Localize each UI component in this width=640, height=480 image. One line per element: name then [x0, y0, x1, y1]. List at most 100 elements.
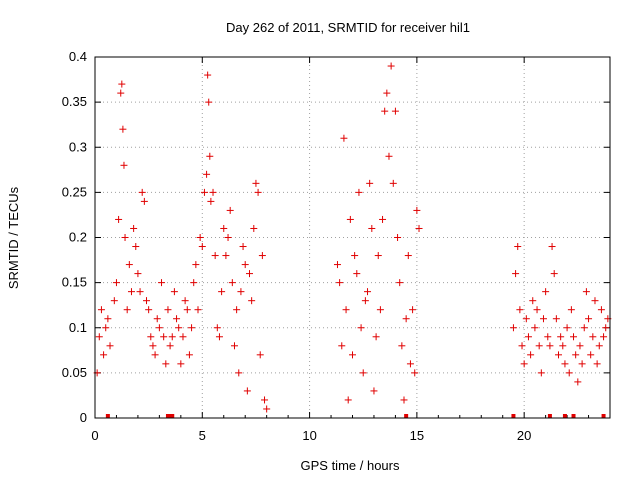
data-point: [254, 188, 262, 196]
data-point: [138, 188, 146, 196]
data-point: [222, 252, 230, 260]
data-point: [580, 324, 588, 332]
data-point: [340, 134, 348, 142]
data-point: [118, 80, 126, 88]
data-point: [119, 125, 127, 133]
x-axis-ticks: 0 5 10 15 20: [91, 57, 611, 443]
y-axis-ticks: 0 0.05 0.1 0.15 0.2 0.25 0.3 0.35 0.4: [62, 49, 610, 425]
data-point: [228, 279, 236, 287]
data-point: [127, 288, 135, 296]
zero-value-marker: [168, 414, 173, 418]
data-point: [206, 152, 214, 160]
zero-value-marker: [165, 414, 170, 418]
data-point: [198, 243, 206, 251]
data-point: [185, 351, 193, 359]
data-point: [261, 396, 269, 404]
data-point: [514, 243, 522, 251]
data-point: [336, 279, 344, 287]
y-tick-label: 0.25: [62, 184, 87, 199]
data-point: [351, 252, 359, 260]
data-point: [211, 252, 219, 260]
data-point: [192, 261, 200, 269]
data-point: [370, 387, 378, 395]
data-point: [567, 306, 575, 314]
data-point: [595, 342, 603, 350]
zero-value-marker: [562, 414, 567, 418]
data-point: [233, 306, 241, 314]
data-point: [404, 252, 412, 260]
data-point: [179, 333, 187, 341]
data-point: [572, 351, 580, 359]
data-point: [153, 315, 161, 323]
data-point: [520, 360, 528, 368]
data-point: [361, 297, 369, 305]
data-point: [585, 315, 593, 323]
data-point: [241, 261, 249, 269]
zero-value-marker: [404, 414, 409, 418]
data-point: [95, 333, 103, 341]
data-point: [112, 279, 120, 287]
data-point: [203, 170, 211, 178]
data-point: [145, 306, 153, 314]
data-point: [338, 342, 346, 350]
data-point: [204, 71, 212, 79]
data-point: [183, 306, 191, 314]
data-point: [389, 179, 397, 187]
data-point: [230, 342, 238, 350]
data-point: [537, 369, 545, 377]
data-point: [359, 369, 367, 377]
y-tick-label: 0.35: [62, 94, 87, 109]
data-point: [516, 306, 524, 314]
data-point: [342, 306, 350, 314]
data-point: [344, 396, 352, 404]
data-point: [364, 288, 372, 296]
data-point: [355, 188, 363, 196]
data-point: [256, 351, 264, 359]
data-point: [132, 243, 140, 251]
data-point: [134, 270, 142, 278]
data-point: [155, 324, 163, 332]
data-point: [130, 224, 138, 232]
data-point: [385, 152, 393, 160]
y-tick-label: 0.1: [69, 320, 87, 335]
data-point: [151, 351, 159, 359]
data-point: [188, 324, 196, 332]
data-point: [237, 288, 245, 296]
data-point: [333, 261, 341, 269]
data-point: [383, 89, 391, 97]
data-point: [194, 306, 202, 314]
y-tick-label: 0.4: [69, 49, 87, 64]
x-tick-label: 10: [302, 428, 316, 443]
data-point: [597, 306, 605, 314]
data-point: [368, 224, 376, 232]
data-point: [226, 206, 234, 214]
data-point: [522, 315, 530, 323]
data-point: [589, 333, 597, 341]
data-point: [250, 224, 258, 232]
data-point: [149, 342, 157, 350]
data-point: [205, 98, 213, 106]
data-point: [413, 206, 421, 214]
data-points: [93, 62, 612, 413]
data-point: [123, 306, 131, 314]
data-point: [376, 306, 384, 314]
data-point: [372, 333, 380, 341]
data-point: [591, 297, 599, 305]
zero-value-marker: [601, 414, 606, 418]
data-point: [235, 369, 243, 377]
data-point: [533, 306, 541, 314]
data-point: [97, 306, 105, 314]
data-point: [239, 243, 247, 251]
data-point: [117, 89, 125, 97]
data-point: [220, 224, 228, 232]
data-point: [102, 324, 110, 332]
data-point: [190, 279, 198, 287]
data-point: [529, 297, 537, 305]
data-point: [136, 288, 144, 296]
x-axis-label: GPS time / hours: [301, 458, 400, 473]
data-point: [555, 351, 562, 359]
data-point: [160, 333, 168, 341]
data-point: [218, 288, 226, 296]
data-point: [143, 297, 150, 305]
data-point: [196, 234, 204, 241]
